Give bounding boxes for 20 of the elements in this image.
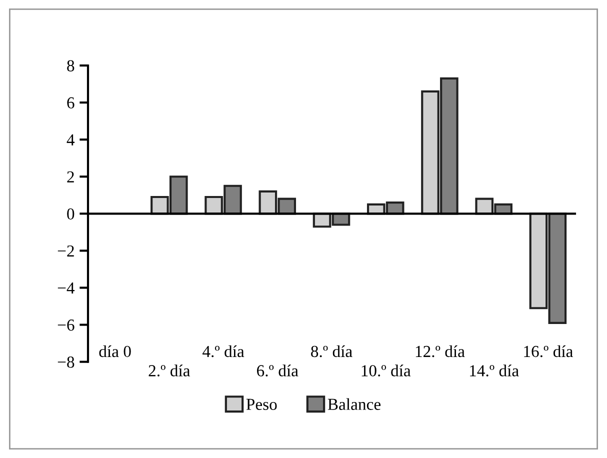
- x-tick-label: 14.º día: [470, 364, 519, 376]
- legend-label: Balance: [328, 398, 380, 410]
- x-tick-label: 4.º día: [202, 345, 244, 358]
- y-tick-label: 0: [67, 208, 74, 220]
- legend-label: Peso: [246, 398, 277, 410]
- y-tick-label: 4: [66, 134, 75, 146]
- x-tick-label: 12.º día: [416, 345, 465, 358]
- y-tick-label: −4: [58, 282, 75, 294]
- y-tick-label: 2: [67, 171, 74, 182]
- y-tick-label: −2: [58, 245, 74, 256]
- x-tick-label: 6.º día: [257, 364, 298, 376]
- x-tick-label: 16.º día: [524, 345, 573, 358]
- y-tick-label: −8: [58, 356, 74, 368]
- x-tick-label: día 0: [99, 345, 131, 358]
- y-tick-label: 8: [67, 60, 74, 72]
- x-tick-label: 10.º día: [362, 364, 411, 376]
- x-tick-label: 8.º día: [311, 345, 352, 358]
- y-tick-label: 6: [67, 97, 74, 108]
- x-tick-label: 2.º día: [148, 364, 190, 376]
- y-tick-label: −6: [58, 320, 74, 331]
